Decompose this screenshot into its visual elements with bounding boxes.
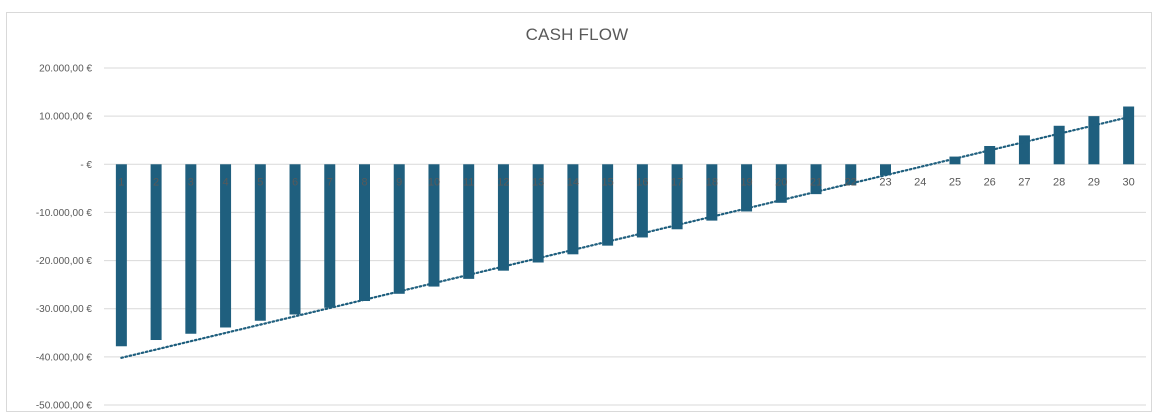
y-tick-label: -30.000,00 € (36, 304, 93, 315)
y-axis-ticks: 20.000,00 € 10.000,00 € - € -10.000,00 € -20… (36, 64, 93, 412)
bar (359, 164, 370, 302)
x-tick-label: 4 (223, 176, 229, 188)
bar (671, 164, 683, 230)
bar (1123, 106, 1135, 165)
bar (115, 164, 127, 347)
bar (1053, 125, 1065, 165)
x-tick-label: 10 (428, 176, 440, 188)
x-tick-label: 21 (810, 176, 822, 188)
bar (636, 164, 648, 238)
x-tick-label: 9 (396, 176, 402, 188)
y-tick-label: -20.000,00 € (36, 256, 93, 267)
x-tick-label: 27 (1018, 176, 1030, 188)
bar (949, 156, 961, 165)
x-tick-label: 29 (1088, 176, 1100, 188)
x-tick-label: 18 (706, 176, 718, 188)
x-tick-label: 20 (775, 176, 787, 188)
y-tick-label: -10.000,00 € (36, 208, 93, 219)
x-tick-label: 30 (1123, 176, 1135, 188)
y-tick-label: -40.000,00 € (36, 352, 93, 363)
x-tick-label: 28 (1053, 176, 1065, 188)
x-tick-label: 17 (671, 176, 683, 188)
trendline (120, 116, 1130, 359)
x-tick-label: 3 (188, 176, 194, 188)
bar (393, 164, 405, 294)
x-tick-label: 16 (636, 176, 648, 188)
y-tick-label: 10.000,00 € (39, 112, 92, 123)
bar (185, 164, 197, 334)
gridlines (104, 67, 1146, 406)
bar (1018, 135, 1030, 165)
bar (1088, 116, 1100, 165)
x-tick-label: 23 (879, 176, 891, 188)
x-tick-label: 12 (497, 176, 509, 188)
x-tick-label: 6 (292, 176, 298, 188)
x-tick-label: 22 (845, 176, 857, 188)
bar (463, 164, 475, 279)
bar (497, 164, 509, 271)
x-tick-label: 1 (118, 176, 124, 188)
x-tick-label: 14 (567, 176, 579, 188)
x-tick-label: 11 (463, 176, 474, 188)
bar (602, 164, 614, 246)
bar (984, 145, 996, 165)
y-tick-label: 20.000,00 € (39, 64, 92, 75)
bar (845, 164, 857, 185)
bar (220, 164, 232, 328)
bar (289, 164, 301, 315)
trendline-line (120, 116, 1130, 359)
x-tick-label: 24 (914, 176, 926, 188)
bar (775, 164, 787, 203)
x-tick-label: 5 (257, 176, 263, 188)
x-tick-label: 26 (984, 176, 996, 188)
x-tick-label: 7 (327, 176, 333, 188)
bar (741, 164, 753, 212)
bar (567, 164, 579, 255)
bar (810, 164, 822, 195)
x-tick-label: 13 (532, 176, 544, 188)
x-axis-ticks: 1 2 3 4 5 6 7 8 9 10 11 12 13 14 15 16 17 18 19 20 21 22 23 24 2… (118, 176, 1134, 188)
x-tick-label: 25 (949, 176, 961, 188)
y-tick-label: - € (80, 160, 92, 171)
bar (254, 164, 266, 321)
x-tick-label: 2 (153, 176, 159, 188)
bar (880, 164, 891, 176)
x-tick-label: 19 (740, 176, 752, 188)
bars (115, 106, 1135, 347)
x-tick-label: 8 (361, 176, 367, 188)
x-tick-label: 15 (602, 176, 614, 188)
chart-title: CASH FLOW (525, 25, 629, 44)
bar (532, 164, 544, 263)
y-tick-label: -50.000,00 € (36, 401, 93, 412)
bar (706, 164, 718, 221)
bar (428, 164, 440, 287)
bar (324, 164, 336, 308)
bar (150, 164, 162, 341)
